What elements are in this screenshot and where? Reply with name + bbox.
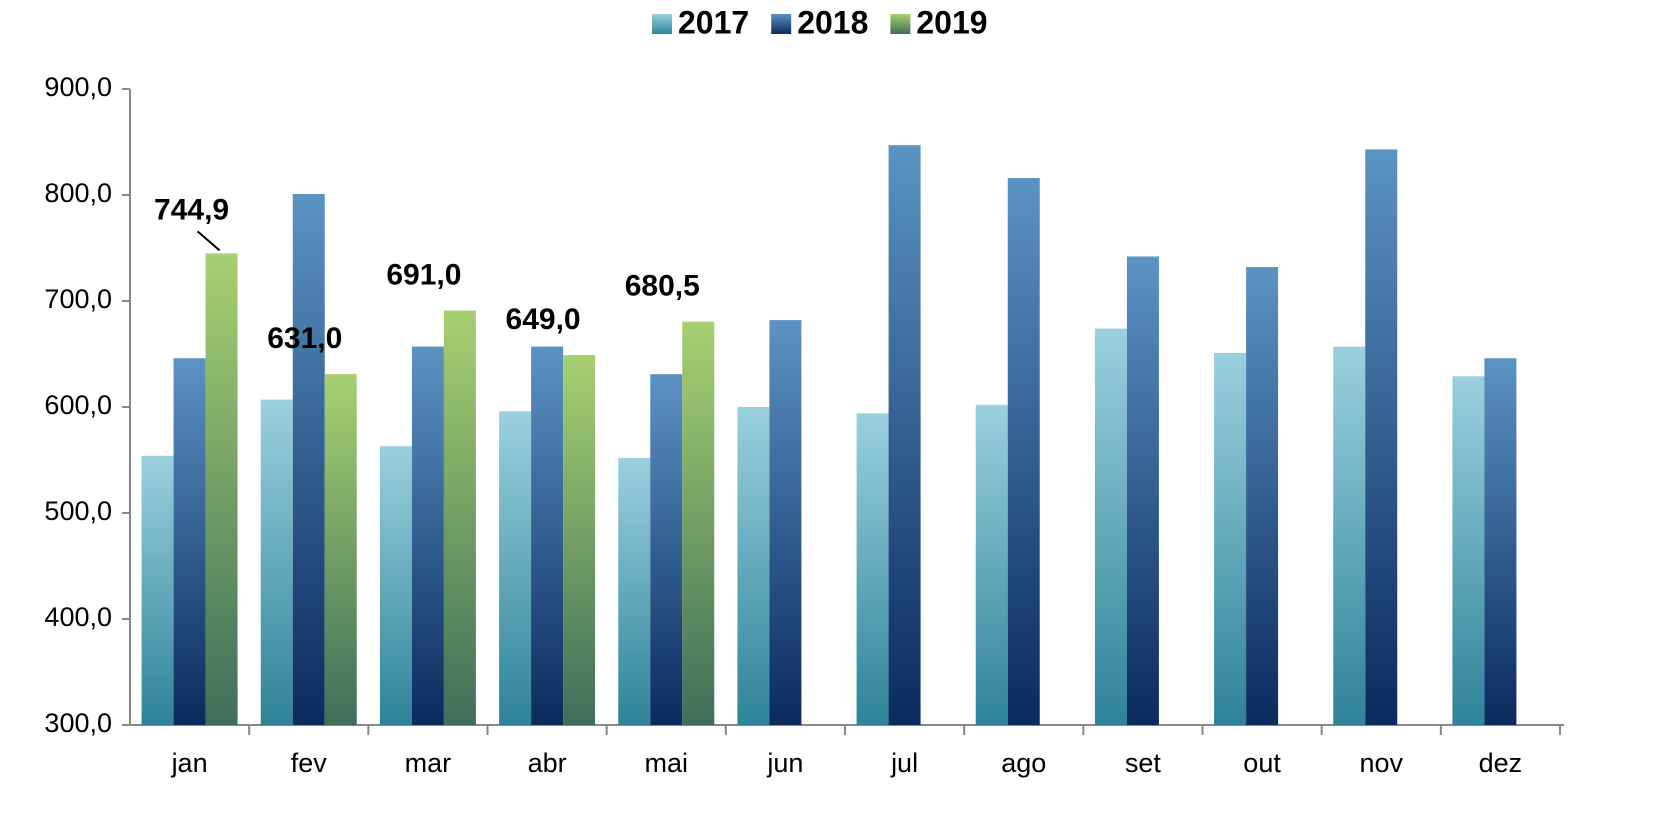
x-tick-label: mai (644, 748, 688, 778)
bar (443, 310, 476, 725)
bar (1246, 267, 1279, 725)
leader-line (196, 230, 221, 252)
x-tick-label: dez (1479, 748, 1523, 778)
bar (888, 145, 921, 725)
bar (1126, 256, 1159, 725)
y-tick-label: 300,0 (44, 708, 112, 738)
legend-swatch (652, 14, 672, 34)
bar (499, 411, 532, 725)
bar (737, 407, 770, 725)
bar (563, 355, 596, 725)
x-tick-label: mar (405, 748, 452, 778)
bar (1007, 178, 1040, 726)
x-tick-label: abr (528, 748, 567, 778)
y-tick-label: 400,0 (44, 602, 112, 632)
bar (769, 320, 802, 725)
bar (650, 374, 683, 725)
bar (856, 413, 889, 725)
bar (260, 399, 293, 725)
legend-swatch (771, 14, 792, 34)
x-tick-label: jun (766, 748, 803, 778)
x-tick-label: ago (1001, 748, 1046, 778)
bar (975, 404, 1008, 725)
bar (531, 346, 564, 725)
bar (205, 253, 238, 725)
bar (1484, 358, 1517, 725)
bar (618, 457, 651, 725)
data-label: 691,0 (386, 258, 461, 291)
x-tick-label: jul (890, 748, 918, 778)
bar (1365, 149, 1398, 726)
x-tick-label: nov (1359, 748, 1403, 778)
x-tick-label: jan (171, 748, 208, 778)
legend-label: 2018 (797, 4, 868, 40)
x-tick-label: fev (291, 748, 328, 778)
bar (324, 374, 357, 725)
bar (1094, 328, 1127, 725)
bar (1214, 352, 1247, 725)
x-tick-label: out (1243, 748, 1281, 778)
legend-swatch (890, 14, 911, 34)
bar (141, 455, 174, 725)
legend-label: 2019 (916, 4, 987, 40)
legend-label: 2017 (678, 4, 749, 40)
data-label: 744,9 (154, 193, 229, 226)
bar (682, 321, 715, 725)
bar (411, 346, 444, 725)
data-label: 631,0 (267, 322, 342, 355)
data-label: 649,0 (506, 303, 581, 336)
data-label: 680,5 (625, 270, 700, 303)
y-tick-label: 600,0 (44, 390, 112, 420)
y-tick-label: 500,0 (44, 496, 112, 526)
bar (173, 358, 206, 725)
y-tick-label: 900,0 (44, 72, 112, 102)
y-tick-label: 700,0 (44, 284, 112, 314)
bar (379, 446, 412, 725)
bar (1452, 376, 1485, 725)
bar (292, 193, 325, 725)
bar (1333, 346, 1366, 725)
x-tick-label: set (1125, 748, 1162, 778)
y-tick-label: 800,0 (44, 178, 112, 208)
